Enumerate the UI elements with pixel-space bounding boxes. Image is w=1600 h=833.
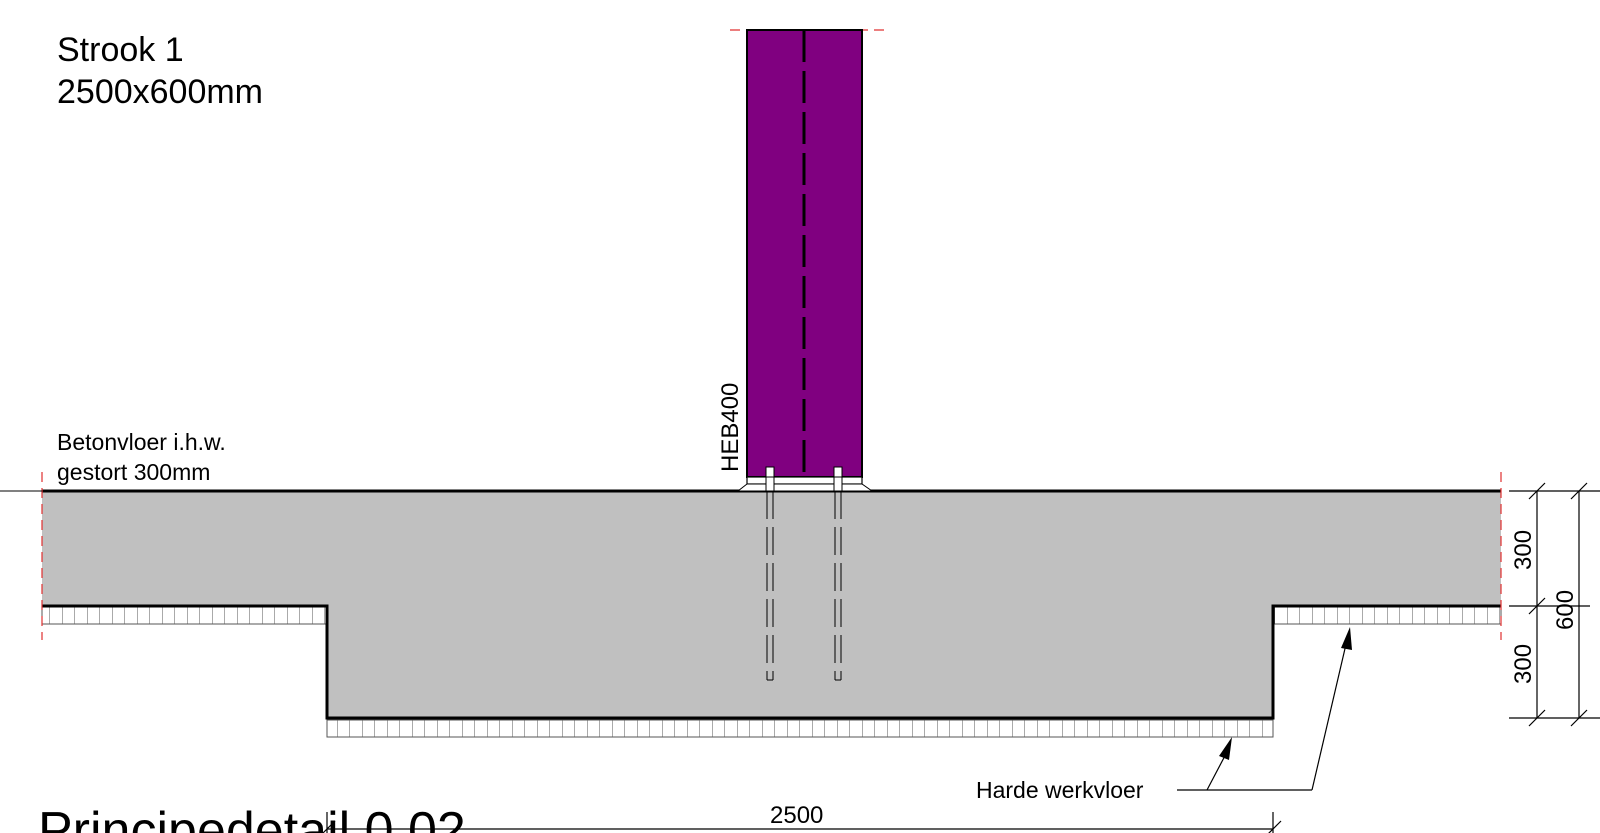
grout-bed <box>736 483 874 492</box>
foundation-outline <box>42 604 1501 720</box>
floor-label-line2: gestort 300mm <box>57 459 210 485</box>
concrete-foundation <box>42 491 1501 718</box>
werkvloer-right <box>1272 606 1502 625</box>
dimension-lower-thickness: 300 <box>1510 644 1537 684</box>
strip-dimensions: 2500x600mm <box>57 73 263 111</box>
vertical-dimension-lines <box>1509 482 1600 727</box>
anchor-bolts <box>765 466 843 681</box>
strip-title: Strook 1 <box>57 31 184 69</box>
width-dimension-line <box>322 812 1282 833</box>
subfloor-label: Harde werkvloer <box>976 777 1144 803</box>
dimension-total-height: 600 <box>1552 590 1579 630</box>
dimension-upper-thickness: 300 <box>1510 530 1537 570</box>
column-profile-label: HEB400 <box>717 383 744 472</box>
detail-title: Principedetail 0.02 <box>38 802 466 833</box>
floor-label-line1: Betonvloer i.h.w. <box>57 429 226 455</box>
werkvloer-bottom <box>326 719 1274 738</box>
werkvloer-left <box>41 606 328 625</box>
dimension-width: 2500 <box>770 802 823 829</box>
leader-arrowhead-right <box>1341 627 1352 650</box>
leader-arrowhead-bottom <box>1219 737 1232 760</box>
base-plate <box>746 476 863 485</box>
